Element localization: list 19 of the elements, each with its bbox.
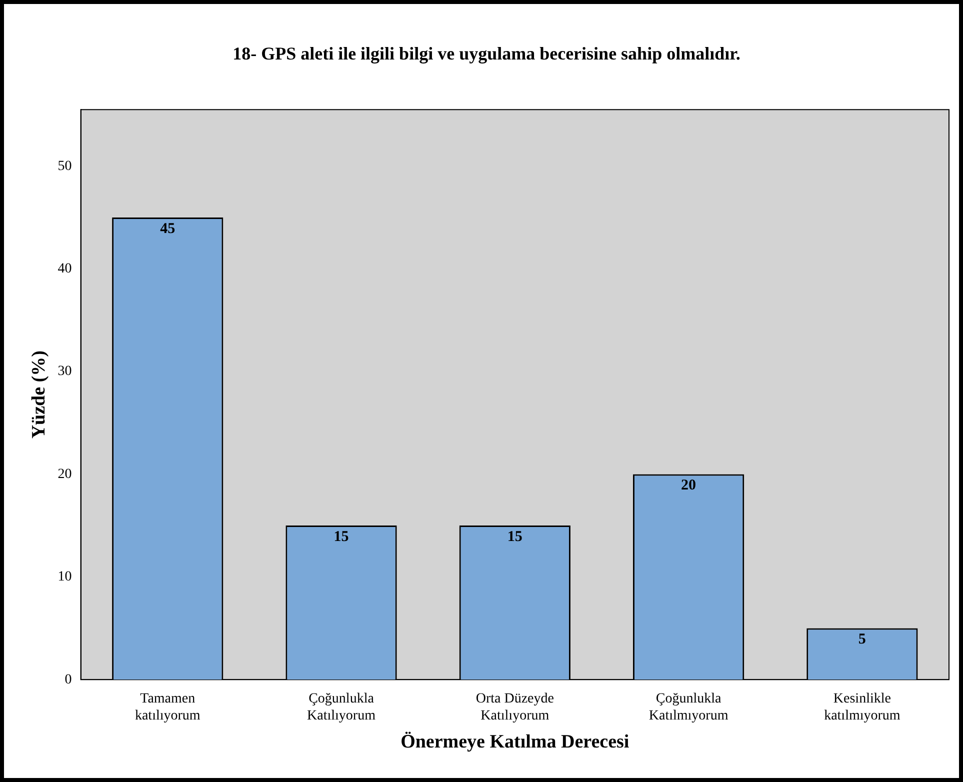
y-tick-label: 10 (58, 570, 72, 585)
data-label: 15 (334, 528, 349, 545)
y-tick-label: 30 (58, 364, 72, 380)
data-label: 5 (858, 632, 866, 648)
x-tick-label: Çoğunlukla Katılıyorum (307, 692, 376, 724)
y-axis-title: Yüzde (%) (28, 350, 50, 439)
x-tick-label: Tamamen katılıyorum (134, 692, 200, 724)
y-tick-label: 0 (64, 672, 72, 688)
y-tick-label: 20 (58, 466, 72, 482)
data-label: 45 (160, 220, 176, 237)
data-label: 20 (681, 478, 696, 494)
x-tick-label: Orta Düzeyde Katılıyorum (476, 692, 554, 724)
chart-title: 18- GPS aleti ile ilgili bilgi ve uygulama becerisine sahip olmalıdır. (232, 43, 740, 64)
data-label: 15 (507, 528, 522, 545)
x-tick-label: Kesinlikle katılmıyorum (824, 692, 900, 724)
y-tick-label: 40 (58, 261, 72, 276)
x-axis-title: Önermeye Katılma Derecesi (400, 732, 630, 753)
y-tick-label: 50 (58, 158, 72, 174)
x-tick-label: Çoğunlukla Katılmıyorum (648, 692, 728, 724)
